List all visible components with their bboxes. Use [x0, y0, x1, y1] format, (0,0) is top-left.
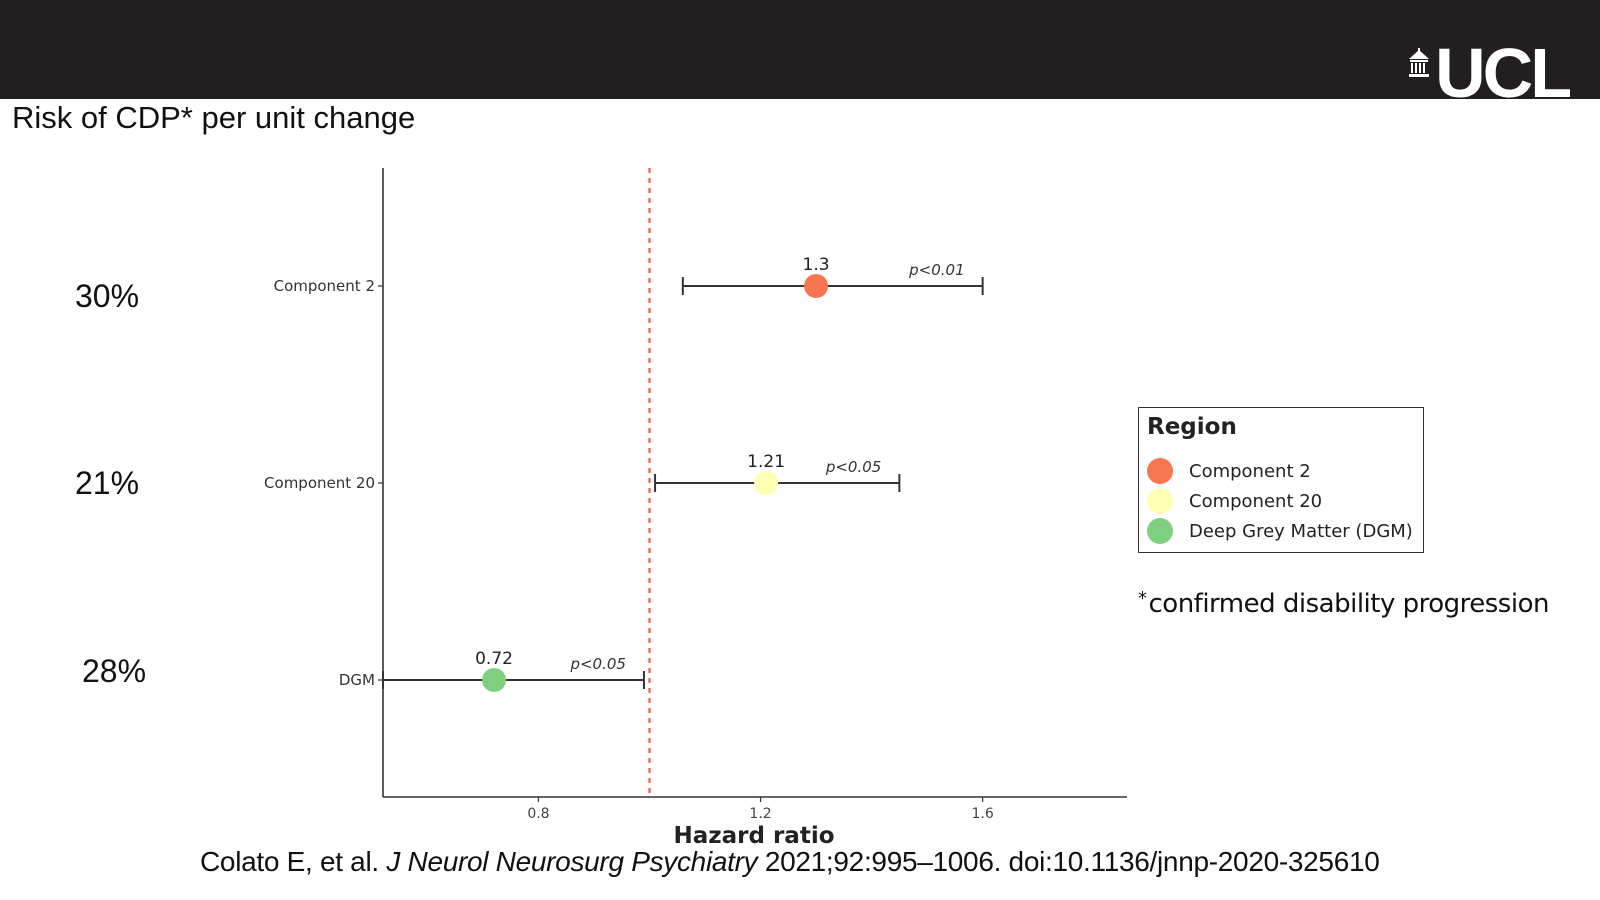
footnote-text: confirmed disability progression [1148, 589, 1550, 619]
legend-swatch-component-2 [1147, 458, 1173, 484]
x-tick-label: 0.8 [527, 806, 549, 822]
x-axis-label: Hazard ratio [673, 823, 834, 849]
portico-icon [1409, 48, 1430, 77]
legend-swatch-dgm [1147, 518, 1173, 544]
logo-text: UCL [1435, 44, 1570, 102]
legend-label: Deep Grey Matter (DGM) [1189, 520, 1413, 542]
estimate-label: 1.3 [803, 255, 830, 275]
estimate-label: 1.21 [747, 452, 785, 472]
legend-swatch-component-20 [1147, 488, 1173, 514]
chart-legend: Region Component 2 Component 20 Deep Gre… [1138, 407, 1424, 553]
citation-journal: J Neurol Neurosurg Psychiatry [386, 846, 758, 877]
citation-details: 2021;92:995–1006. doi:10.1136/jnnp-2020-… [764, 846, 1380, 877]
p-value-label: p<0.05 [825, 458, 882, 476]
legend-title: Region [1147, 414, 1237, 440]
citation-authors: Colato E, et al. [200, 846, 379, 877]
estimate-point [482, 668, 507, 692]
ucl-logo: UCL [1407, 44, 1570, 102]
estimate-point [804, 274, 829, 298]
estimate-label: 0.72 [475, 649, 513, 669]
x-tick-label: 1.2 [749, 806, 771, 822]
citation: Colato E, et al. J Neurol Neurosurg Psyc… [200, 846, 1380, 878]
percentage-component-2: 30% [75, 278, 140, 314]
y-tick-label: Component 2 [274, 277, 375, 295]
header-bar [0, 0, 1600, 99]
legend-item-dgm: Deep Grey Matter (DGM) [1147, 517, 1413, 545]
legend-label: Component 20 [1189, 490, 1323, 512]
percentage-component-20: 21% [75, 465, 140, 501]
estimate-point [754, 471, 779, 495]
y-tick-label: DGM [339, 671, 375, 689]
footnote-marker: * [1138, 588, 1147, 609]
legend-item-component-20: Component 20 [1147, 487, 1322, 515]
x-tick-label: 1.6 [972, 806, 994, 822]
percentage-dgm: 28% [82, 653, 147, 689]
y-tick-label: Component 20 [264, 474, 375, 492]
footnote: *confirmed disability progression [1138, 588, 1549, 619]
legend-label: Component 2 [1189, 460, 1311, 482]
p-value-label: p<0.05 [569, 655, 626, 673]
legend-item-component-2: Component 2 [1147, 457, 1311, 485]
slide-title: Risk of CDP* per unit change [12, 100, 416, 135]
p-value-label: p<0.01 [908, 261, 965, 279]
